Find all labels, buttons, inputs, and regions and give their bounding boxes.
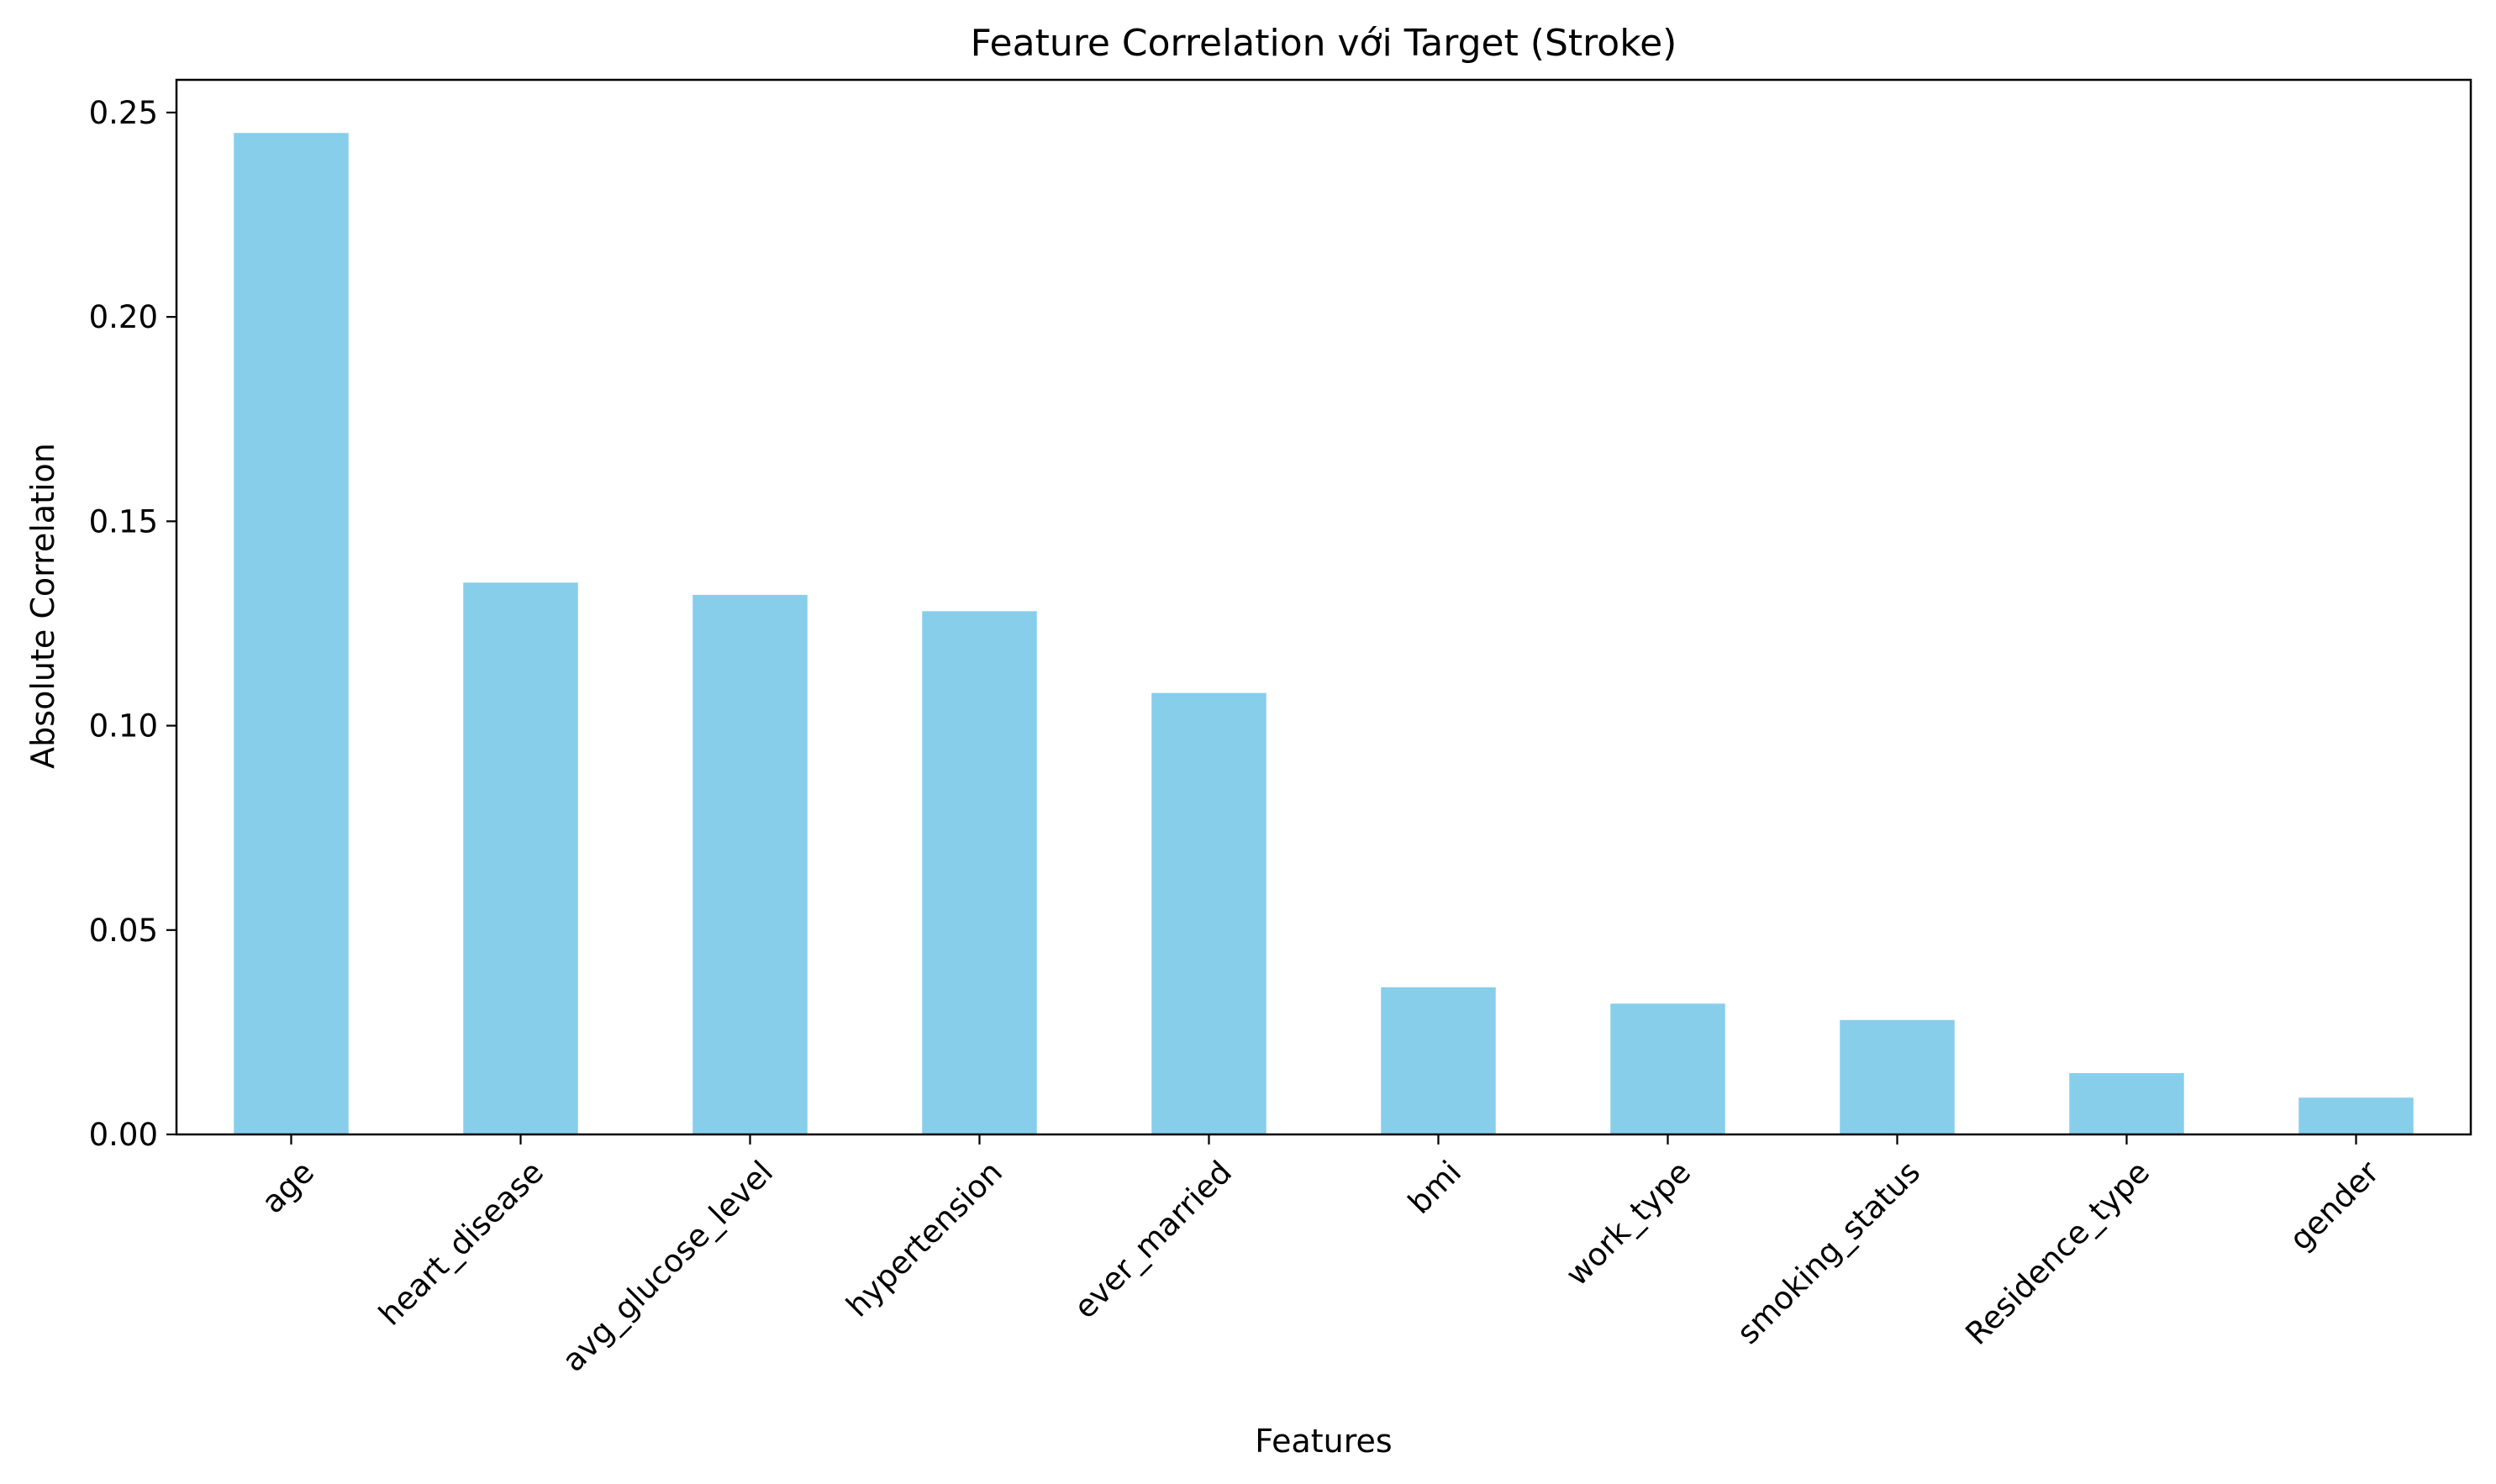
x-tick-label: gender — [2283, 1154, 2387, 1258]
plot-area: 0.00 0.05 0.10 0.15 0.20 0.25 age heart_diseas… — [89, 78, 2472, 1379]
x-tick-label: age — [255, 1154, 321, 1220]
x-tick-label: Residence_type — [1958, 1154, 2156, 1352]
y-tick-label: 0.05 — [89, 913, 158, 949]
y-tick-label: 0.00 — [89, 1117, 158, 1153]
y-tick-label: 0.20 — [89, 299, 158, 335]
bar-work_type — [1610, 1003, 1725, 1134]
bar-hypertension — [922, 611, 1037, 1134]
plot-frame — [175, 78, 2472, 1136]
x-tick-label: heart_disease — [372, 1154, 551, 1333]
bars-group — [234, 133, 2414, 1134]
y-axis-label: Absolute Correlation — [24, 443, 61, 769]
y-axis-ticks: 0.00 0.05 0.10 0.15 0.20 0.25 — [89, 95, 176, 1153]
bar-ever_married — [1151, 692, 1266, 1134]
bar-smoking_status — [1840, 1019, 1955, 1134]
x-tick-label: smoking_status — [1730, 1154, 1927, 1351]
bar-Residence_type — [2069, 1073, 2184, 1134]
x-axis-label: Features — [1255, 1423, 1392, 1460]
bar-gender — [2299, 1097, 2414, 1134]
x-tick-label: avg_glucose_level — [556, 1154, 780, 1378]
y-tick-label: 0.25 — [89, 95, 158, 131]
x-tick-label: hypertension — [840, 1154, 1009, 1323]
y-tick-label: 0.10 — [89, 708, 158, 745]
chart-title: Feature Correlation với Target (Stroke) — [971, 22, 1677, 65]
x-tick-label: ever_married — [1067, 1154, 1239, 1325]
x-axis-ticks: age heart_disease avg_glucose_level hyperte… — [255, 1134, 2387, 1379]
x-tick-label: bmi — [1401, 1154, 1468, 1221]
bar-bmi — [1381, 987, 1496, 1134]
x-tick-label: work_type — [1559, 1154, 1698, 1292]
bar-avg_glucose_level — [692, 594, 808, 1134]
bar-age — [234, 133, 349, 1134]
bar-heart_disease — [463, 582, 578, 1134]
y-tick-label: 0.15 — [89, 503, 158, 539]
